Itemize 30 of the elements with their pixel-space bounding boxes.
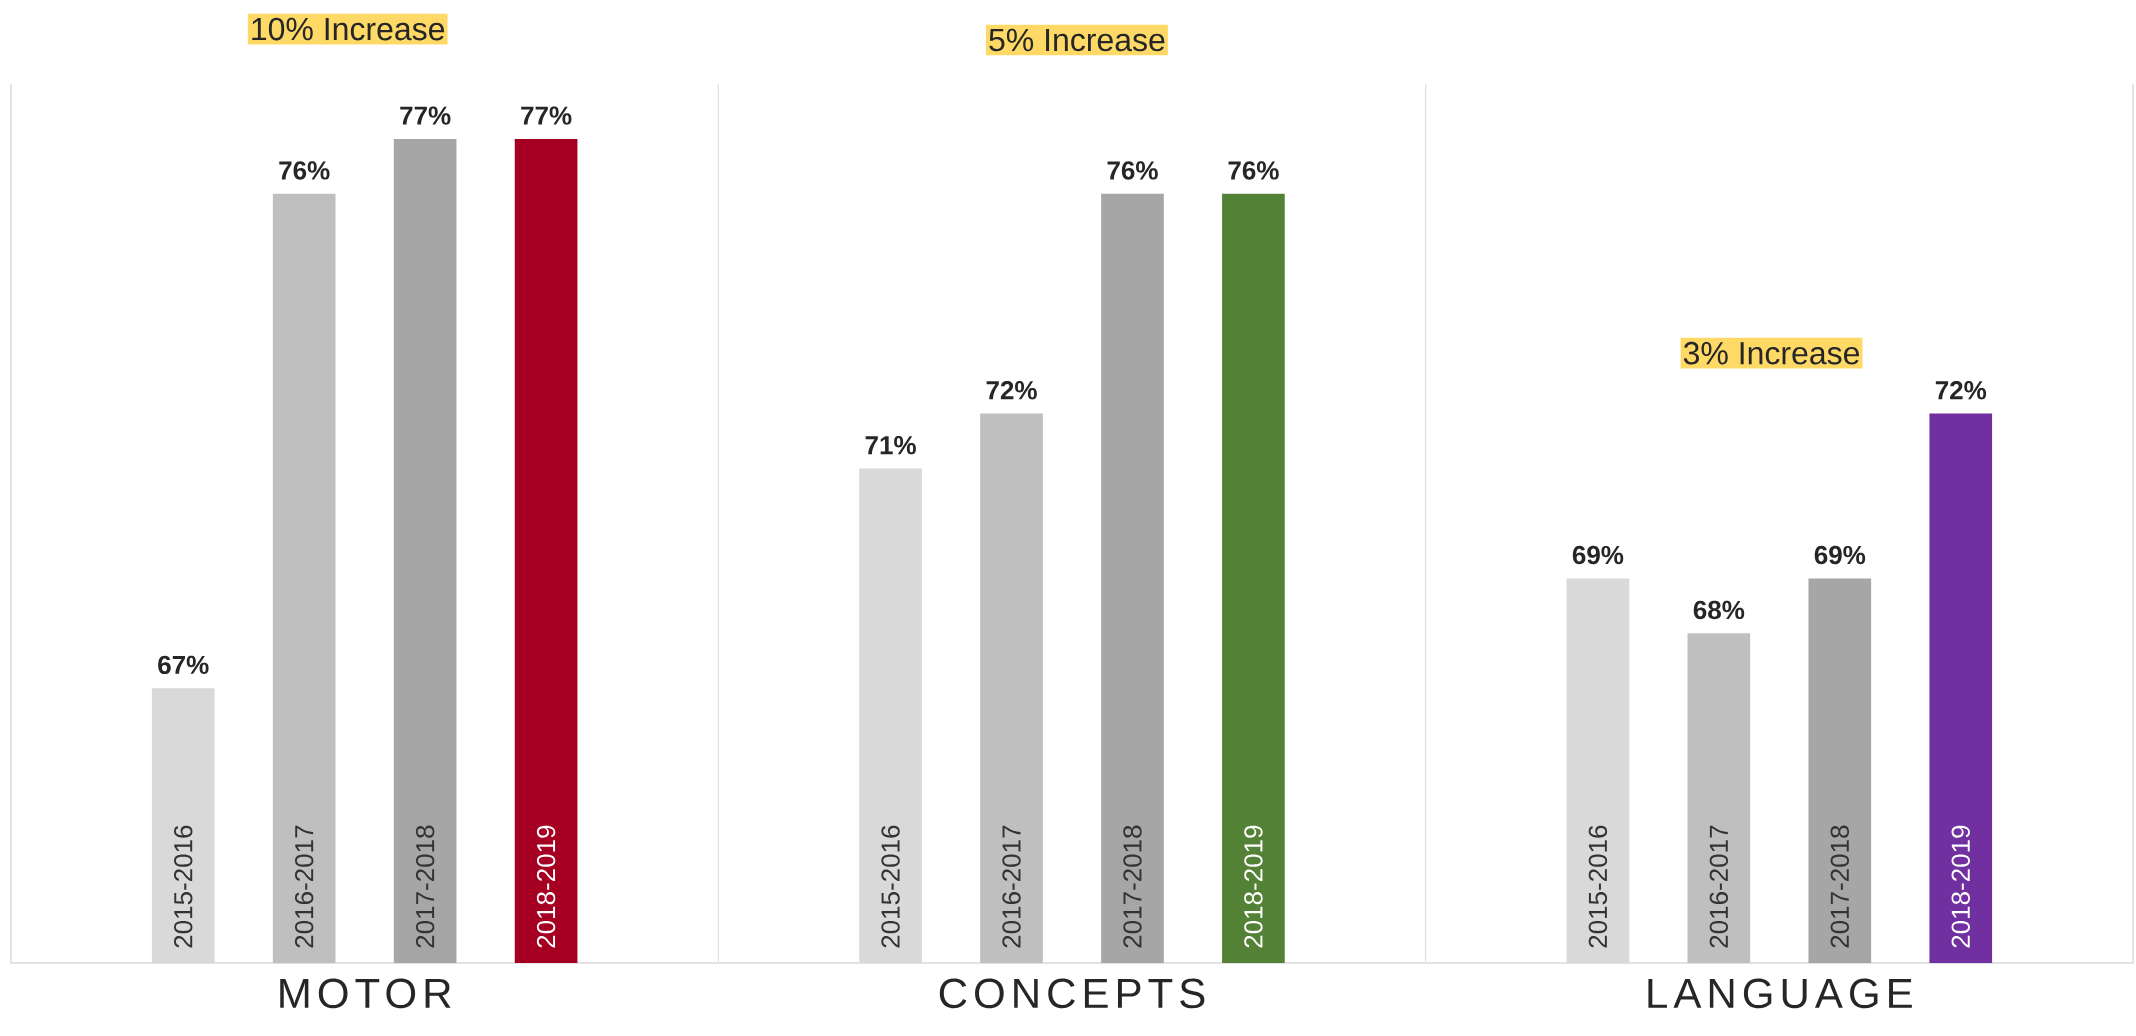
data-label: 72% bbox=[986, 381, 1037, 400]
x-tick-label: LANGUAGE bbox=[1648, 978, 1912, 1009]
data-label: 71% bbox=[865, 436, 916, 455]
text: 2015-2016 bbox=[881, 825, 900, 948]
data-label: 72% bbox=[1935, 381, 1987, 400]
data-label: 68% bbox=[1693, 600, 1745, 620]
x-tick-label: MOTOR bbox=[280, 978, 451, 1009]
annotation: 3% Increase bbox=[1683, 341, 1860, 365]
x-tick-label: CONCEPTS bbox=[939, 978, 1205, 1009]
text: 2018-2019 bbox=[1244, 825, 1263, 948]
data-label: 76% bbox=[1107, 161, 1158, 180]
text: 2018-2019 bbox=[1951, 825, 1970, 948]
data-label: 67% bbox=[158, 655, 209, 675]
series-label: 2015-2016 bbox=[174, 825, 193, 948]
text: 2016-2017 bbox=[1002, 825, 1021, 948]
data-label: 77% bbox=[521, 106, 572, 125]
text: 2015-2016 bbox=[1588, 825, 1608, 948]
series-label: 2018-2019 bbox=[536, 825, 556, 948]
text: 2017-2018 bbox=[1830, 825, 1849, 948]
data-label: 69% bbox=[1572, 545, 1624, 565]
data-label: 77% bbox=[400, 106, 451, 125]
text: 5% Increase bbox=[989, 28, 1165, 52]
data-label: 76% bbox=[1228, 161, 1279, 180]
text: 2016-2017 bbox=[1709, 825, 1729, 948]
text: 10% Increase bbox=[252, 17, 445, 41]
data-label: 69% bbox=[1814, 545, 1866, 565]
series-label: 2017-2018 bbox=[415, 825, 435, 948]
series-label: 2016-2017 bbox=[294, 825, 314, 948]
data-label: 76% bbox=[279, 161, 330, 180]
text: 2017-2018 bbox=[1123, 825, 1142, 948]
